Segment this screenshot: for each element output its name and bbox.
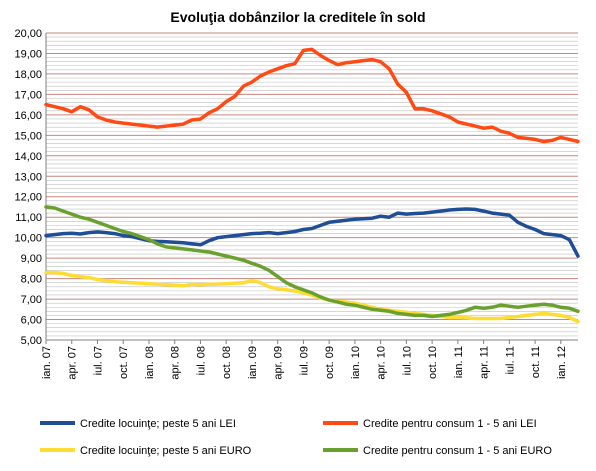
y-tick-label: 16,00 (14, 110, 42, 122)
y-tick-label: 13,00 (14, 171, 42, 183)
x-tick-label: apr. 09 (273, 346, 285, 380)
series-line-3 (44, 270, 580, 324)
x-tick-label: apr. 10 (376, 346, 388, 380)
y-axis-tick-labels: 5,00 6,00 7,00 8,00 9,00 10,00 11,00 12,00 13,00… (14, 28, 42, 347)
y-tick-label: 10,00 (14, 233, 42, 245)
y-tick-label: 8,00 (21, 274, 42, 286)
y-tick-label: 14,00 (14, 151, 42, 163)
x-tick-label: ian. 09 (247, 346, 259, 379)
x-tick-label: oct. 07 (118, 346, 130, 379)
y-tick-label: 20,00 (14, 28, 42, 40)
legend-label: Credite locuinţe; peste 5 ani LEI (80, 418, 236, 430)
y-tick-label: 15,00 (14, 130, 42, 142)
legend: Credite locuinţe; peste 5 ani LEI Credite… (40, 418, 552, 457)
x-tick-label: oct. 09 (324, 346, 336, 379)
grid (46, 32, 578, 341)
x-tick-label: ian. 07 (41, 346, 53, 379)
legend-label: Credite pentru consum 1 - 5 ani LEI (363, 418, 537, 430)
chart-title: Evoluţia dobânzilor la creditele în sold (170, 9, 425, 25)
x-tick-label: iul. 11 (504, 346, 516, 375)
x-tick-label: oct. 11 (530, 346, 542, 378)
x-tick-label: iul. 09 (298, 346, 310, 375)
series-lines (44, 47, 580, 324)
y-tick-label: 18,00 (14, 69, 42, 81)
x-axis-tick-labels: ian. 07 apr. 07 iul. 07 oct. 07 ian. 08 apr. … (41, 340, 568, 380)
y-tick-label: 9,00 (21, 253, 42, 265)
x-tick-label: ian. 11 (453, 346, 465, 378)
x-tick-label: iul. 07 (92, 346, 104, 375)
x-tick-label: iul. 10 (401, 346, 413, 375)
x-tick-label: oct. 10 (427, 346, 439, 379)
y-tick-label: 17,00 (14, 89, 42, 101)
series-line-1 (44, 207, 580, 258)
x-tick-label: apr. 11 (479, 346, 491, 379)
x-tick-label: ian. 08 (144, 346, 156, 379)
axes (45, 33, 578, 341)
x-tick-label: oct. 08 (221, 346, 233, 379)
y-tick-label: 19,00 (14, 48, 42, 60)
legend-label: Credite locuinţe; peste 5 ani EURO (80, 445, 252, 457)
y-tick-label: 6,00 (21, 315, 42, 327)
y-tick-label: 11,00 (15, 212, 42, 224)
x-tick-label: apr. 07 (67, 346, 79, 380)
series-line-2 (44, 47, 580, 144)
series-line-4 (44, 205, 580, 319)
x-tick-label: apr. 08 (170, 346, 182, 380)
y-tick-label: 7,00 (21, 294, 42, 306)
y-tick-label: 5,00 (21, 335, 42, 347)
x-tick-label: ian. 12 (556, 346, 568, 379)
legend-label: Credite pentru consum 1 - 5 ani EURO (363, 445, 552, 457)
y-tick-label: 12,00 (14, 192, 42, 204)
x-tick-label: iul. 08 (195, 346, 207, 375)
x-tick-label: ian. 10 (350, 346, 362, 379)
